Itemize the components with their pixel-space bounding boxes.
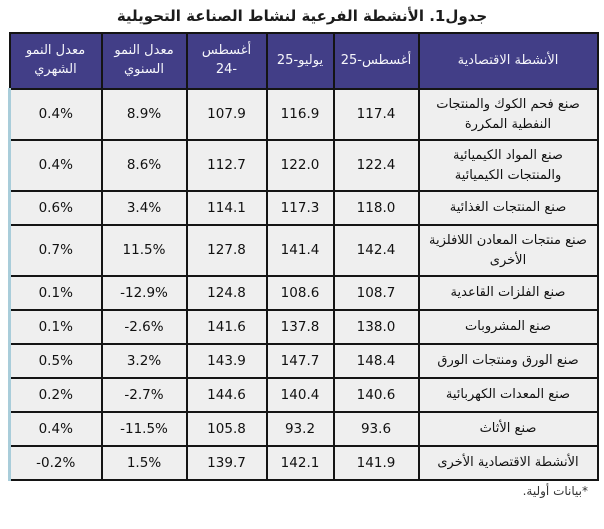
cell-aug25: 122.4 [332, 139, 420, 192]
col-header-august-25: أغسطس-25 [332, 32, 420, 90]
cell-annual-growth: 8.6% [100, 139, 188, 192]
cell-monthly-growth: 0.7% [8, 224, 103, 277]
cell-annual-growth: 8.9% [100, 88, 188, 141]
manufacturing-sub-activities-table: الأنشطة الاقتصادية أغسطس-25 يوليو-25 أغس… [8, 32, 599, 481]
footnote-text: *بيانات أولية. [522, 484, 588, 498]
table-row: صنع المعدات الكهربائية 140.6 140.4 144.6… [8, 377, 599, 413]
table-title: جدول1. الأنشطة الفرعية لنشاط الصناعة الت… [116, 7, 488, 25]
cell-monthly-growth: 0.5% [8, 343, 103, 379]
cell-activity: صنع المعدات الكهربائية [417, 377, 599, 413]
cell-jul25: 116.9 [265, 88, 335, 141]
cell-aug25: 93.6 [332, 411, 420, 447]
cell-jul25: 108.6 [265, 275, 335, 311]
cell-jul25: 147.7 [265, 343, 335, 379]
table-row: الأنشطة الاقتصادية الأخرى 141.9 142.1 13… [8, 445, 599, 481]
cell-annual-growth: 11.5% [100, 224, 188, 277]
cell-aug25: 148.4 [332, 343, 420, 379]
cell-aug24: 127.8 [185, 224, 268, 277]
col-header-july-25: يوليو-25 [265, 32, 335, 90]
table-body: صنع فحم الكوك والمنتجات النفطية المكررة … [8, 88, 599, 481]
cell-monthly-growth: 0.4% [8, 139, 103, 192]
col-header-monthly-growth-rate: معدل النمو الشهري [8, 32, 103, 90]
table-row: صنع الفلزات القاعدية 108.7 108.6 124.8 -… [8, 275, 599, 311]
table-header: الأنشطة الاقتصادية أغسطس-25 يوليو-25 أغس… [8, 32, 599, 90]
table-row: صنع الورق ومنتجات الورق 148.4 147.7 143.… [8, 343, 599, 379]
cell-annual-growth: 3.2% [100, 343, 188, 379]
cell-jul25: 141.4 [265, 224, 335, 277]
cell-aug25: 142.4 [332, 224, 420, 277]
col-header-economic-activities: الأنشطة الاقتصادية [417, 32, 599, 90]
table-row: صنع المواد الكيميائية والمنتجات الكيميائ… [8, 139, 599, 192]
cell-aug25: 138.0 [332, 309, 420, 345]
table-row: صنع فحم الكوك والمنتجات النفطية المكررة … [8, 88, 599, 141]
cell-monthly-growth: 0.2% [8, 377, 103, 413]
cell-activity: صنع المشروبات [417, 309, 599, 345]
cell-jul25: 93.2 [265, 411, 335, 447]
cell-annual-growth: -2.7% [100, 377, 188, 413]
cell-aug25: 141.9 [332, 445, 420, 481]
cell-monthly-growth: 0.1% [8, 309, 103, 345]
table-row: صنع المنتجات الغذائية 118.0 117.3 114.1 … [8, 190, 599, 226]
cell-monthly-growth: -0.2% [8, 445, 103, 481]
cell-activity: الأنشطة الاقتصادية الأخرى [417, 445, 599, 481]
table-row: صنع منتجات المعادن اللافلزية الأخرى 142.… [8, 224, 599, 277]
cell-monthly-growth: 0.6% [8, 190, 103, 226]
cell-aug24: 112.7 [185, 139, 268, 192]
cell-annual-growth: -11.5% [100, 411, 188, 447]
col-header-august-24: أغسطس -24 [185, 32, 268, 90]
cell-activity: صنع الورق ومنتجات الورق [417, 343, 599, 379]
cell-monthly-growth: 0.1% [8, 275, 103, 311]
cell-annual-growth: -12.9% [100, 275, 188, 311]
cell-annual-growth: 1.5% [100, 445, 188, 481]
cell-jul25: 137.8 [265, 309, 335, 345]
cell-aug24: 107.9 [185, 88, 268, 141]
col-header-annual-growth-rate: معدل النمو السنوي [100, 32, 188, 90]
cell-monthly-growth: 0.4% [8, 411, 103, 447]
cell-aug25: 140.6 [332, 377, 420, 413]
cell-aug25: 108.7 [332, 275, 420, 311]
cell-activity: صنع الفلزات القاعدية [417, 275, 599, 311]
cell-aug24: 124.8 [185, 275, 268, 311]
cell-jul25: 140.4 [265, 377, 335, 413]
cell-activity: صنع منتجات المعادن اللافلزية الأخرى [417, 224, 599, 277]
cell-aug25: 118.0 [332, 190, 420, 226]
header-row: الأنشطة الاقتصادية أغسطس-25 يوليو-25 أغس… [8, 32, 599, 90]
cell-activity: صنع المنتجات الغذائية [417, 190, 599, 226]
table-row: صنع الأثاث 93.6 93.2 105.8 -11.5% 0.4% [8, 411, 599, 447]
cell-jul25: 142.1 [265, 445, 335, 481]
cell-aug24: 105.8 [185, 411, 268, 447]
cell-jul25: 122.0 [265, 139, 335, 192]
cell-monthly-growth: 0.4% [8, 88, 103, 141]
cell-aug24: 144.6 [185, 377, 268, 413]
cell-aug24: 114.1 [185, 190, 268, 226]
cell-aug24: 141.6 [185, 309, 268, 345]
cell-aug24: 143.9 [185, 343, 268, 379]
cell-annual-growth: -2.6% [100, 309, 188, 345]
footnote: *بيانات أولية. [0, 484, 596, 498]
cell-jul25: 117.3 [265, 190, 335, 226]
cell-aug25: 117.4 [332, 88, 420, 141]
cell-activity: صنع الأثاث [417, 411, 599, 447]
cell-activity: صنع فحم الكوك والمنتجات النفطية المكررة [417, 88, 599, 141]
cell-aug24: 139.7 [185, 445, 268, 481]
cell-annual-growth: 3.4% [100, 190, 188, 226]
cell-activity: صنع المواد الكيميائية والمنتجات الكيميائ… [417, 139, 599, 192]
table-row: صنع المشروبات 138.0 137.8 141.6 -2.6% 0.… [8, 309, 599, 345]
